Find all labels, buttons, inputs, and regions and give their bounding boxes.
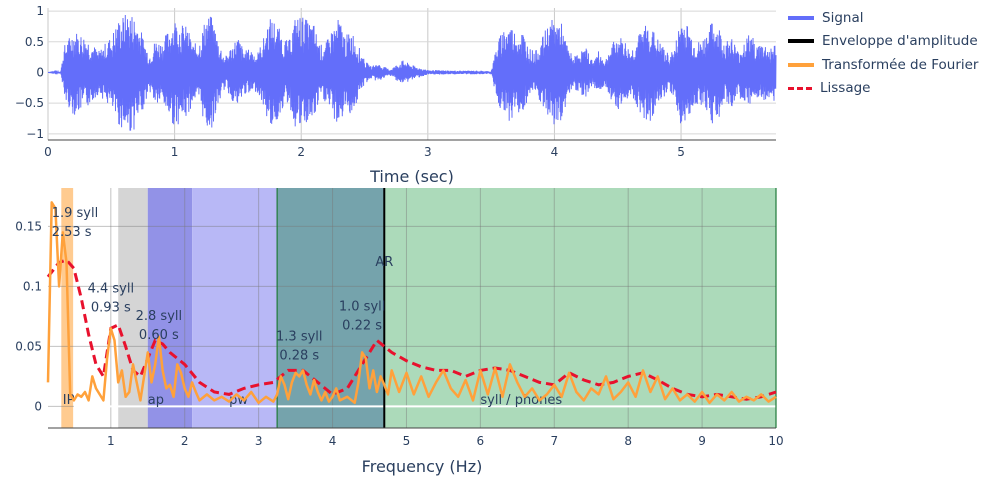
fourier-line (46, 201, 777, 405)
peak-annotation-duration: 0.60 s (139, 328, 179, 343)
x-tick-label: 0 (44, 145, 52, 159)
peak-annotation-syll: 1.3 syll (276, 329, 323, 344)
band-label: syll / phones (480, 393, 562, 408)
y-tick-label: 0.15 (15, 219, 42, 233)
x-tick-label: 7 (550, 434, 558, 448)
x-axis-title: Time (sec) (369, 167, 454, 186)
legend-label-fourier: Transformée de Fourier (822, 56, 979, 73)
y-tick-label: −0.5 (15, 96, 44, 110)
peak-annotation-duration: 2.53 s (52, 225, 92, 240)
x-tick-label: 1 (107, 434, 115, 448)
signal-panel: 0 1 2 3 4 5 1 0.5 0 −0.5 −1 Time (sec) (15, 4, 777, 186)
legend-item-signal[interactable]: Signal (788, 6, 978, 30)
legend-label-smoothing: Lissage (820, 80, 871, 97)
y-tick-label: 0.1 (23, 279, 42, 293)
marker-label: AR (375, 255, 393, 270)
x-tick-label: 10 (768, 434, 783, 448)
band-region (384, 188, 776, 428)
peak-annotation-duration: 0.22 s (342, 318, 382, 333)
x-tick-label: 2 (181, 434, 189, 448)
legend-label-envelope: Enveloppe d'amplitude (822, 33, 978, 50)
x-tick-label: 4 (329, 434, 337, 448)
x-tick-label: 8 (624, 434, 632, 448)
band-label: ap (148, 393, 164, 408)
legend-item-smoothing[interactable]: Lissage (788, 77, 978, 101)
smoothing-line (46, 258, 777, 401)
x-tick-label: 6 (477, 434, 485, 448)
y-tick-label: −1 (26, 127, 44, 141)
x-tick-label: 4 (551, 145, 559, 159)
peak-annotation-syll: 1.0 syll (339, 299, 386, 314)
legend-swatch-fourier (788, 62, 814, 67)
signal-line (48, 14, 777, 131)
y-tick-label: 0.5 (25, 35, 44, 49)
x-tick-label: 1 (171, 145, 179, 159)
peak-annotation-duration: 0.93 s (91, 300, 131, 315)
legend-swatch-envelope (788, 39, 814, 44)
x-tick-label: 9 (698, 434, 706, 448)
band-region (192, 188, 278, 428)
y-tick-label: 1 (36, 4, 44, 18)
legend-item-envelope[interactable]: Enveloppe d'amplitude (788, 30, 978, 54)
y-tick-label: 0 (34, 399, 42, 413)
x-tick-label: 2 (297, 145, 305, 159)
y-tick-label: 0.05 (15, 339, 42, 353)
band-region (277, 188, 385, 428)
peak-annotation-syll: 2.8 syll (136, 309, 183, 324)
peak-annotation-syll: 4.4 syll (88, 281, 135, 296)
x-tick-label: 3 (255, 434, 263, 448)
x-tick-label: 3 (424, 145, 432, 159)
legend-label-signal: Signal (822, 9, 864, 26)
y-tick-label: 0 (36, 65, 44, 79)
legend-swatch-signal (788, 15, 814, 20)
x-tick-label: 5 (677, 145, 685, 159)
legend-item-fourier[interactable]: Transformée de Fourier (788, 53, 978, 77)
band-label: IP (63, 393, 75, 408)
legend-swatch-smoothing (788, 86, 812, 90)
legend: Signal Enveloppe d'amplitude Transformée… (788, 6, 978, 100)
x-tick-label: 5 (403, 434, 411, 448)
peak-annotation-syll: 1.9 syll (52, 206, 99, 221)
peak-annotation-duration: 0.28 s (279, 348, 319, 363)
x-axis-title: Frequency (Hz) (362, 457, 483, 476)
